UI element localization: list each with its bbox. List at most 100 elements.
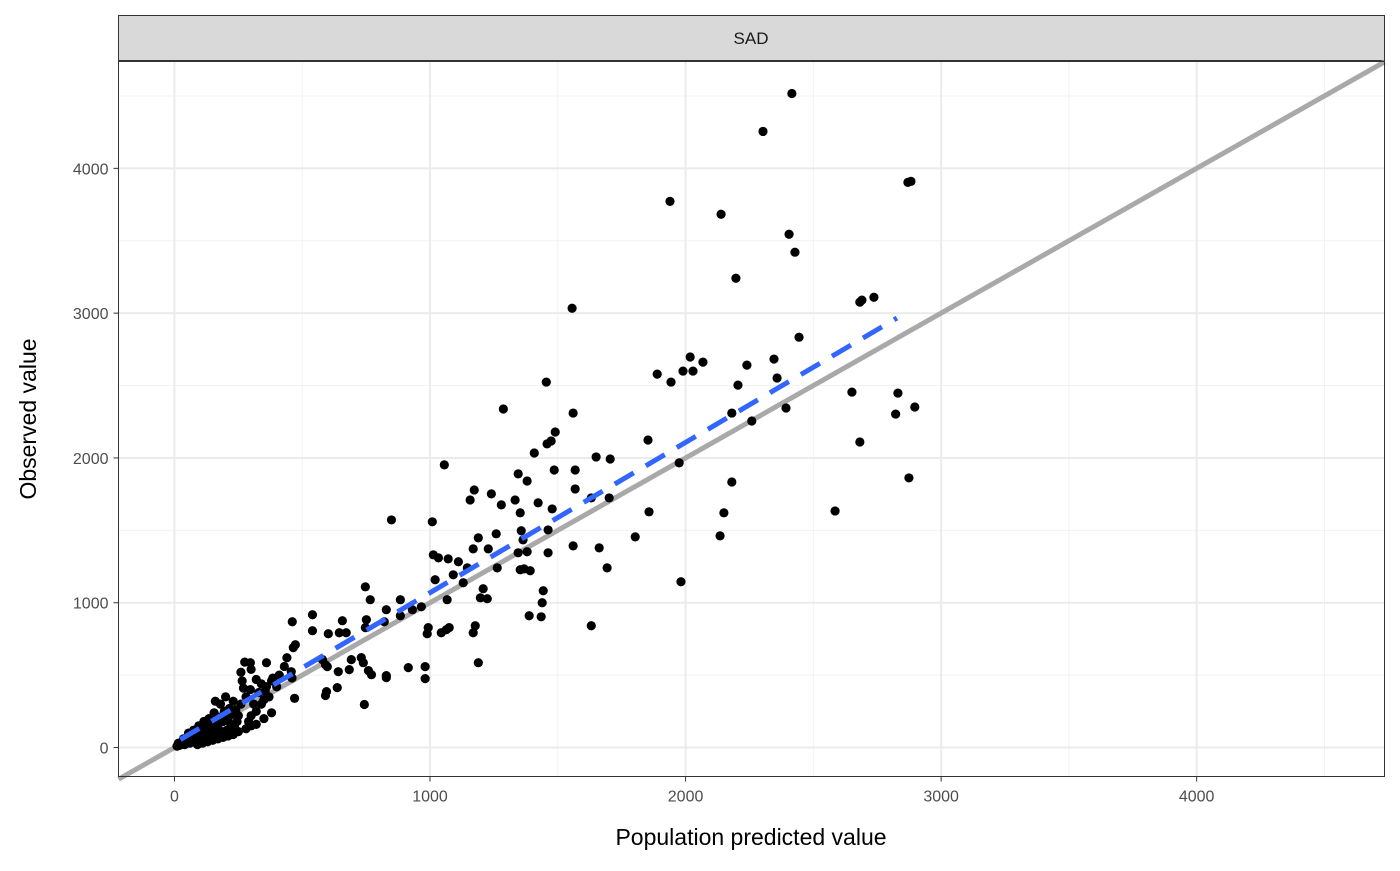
data-point <box>236 667 246 677</box>
data-point <box>407 605 417 615</box>
data-point <box>522 476 532 486</box>
data-point <box>855 437 865 447</box>
data-point <box>491 529 501 539</box>
data-point <box>246 664 256 674</box>
y-tick-label: 1000 <box>73 596 109 613</box>
data-point <box>510 495 520 505</box>
data-point <box>249 699 259 709</box>
data-point <box>386 515 397 525</box>
data-point <box>567 303 577 313</box>
y-axis-label: Observed value <box>15 338 41 499</box>
data-point <box>465 495 475 505</box>
data-point <box>241 724 251 734</box>
data-point <box>361 615 371 625</box>
data-point <box>448 570 458 580</box>
data-point <box>341 628 351 638</box>
grid-lines <box>118 61 1385 777</box>
data-point <box>784 229 794 239</box>
data-point <box>483 544 493 554</box>
data-point <box>307 626 318 636</box>
data-point <box>855 297 865 307</box>
data-point <box>869 292 879 302</box>
data-point <box>513 469 523 479</box>
data-point <box>830 506 840 516</box>
data-point <box>591 452 601 462</box>
data-point <box>674 458 684 468</box>
data-point <box>604 493 614 503</box>
data-point <box>433 553 444 563</box>
data-point <box>516 526 526 536</box>
data-point <box>430 575 440 585</box>
data-point <box>538 586 548 596</box>
data-point <box>570 484 580 494</box>
data-point <box>492 563 502 573</box>
data-point <box>543 525 553 535</box>
data-point <box>794 332 804 342</box>
data-point <box>594 543 604 553</box>
data-point <box>333 667 343 677</box>
x-tick-label: 3000 <box>923 789 959 806</box>
data-point <box>537 598 547 608</box>
data-point <box>698 357 708 367</box>
data-point <box>443 554 453 564</box>
x-tick-label: 0 <box>170 789 179 806</box>
data-point <box>478 584 488 594</box>
data-point <box>769 354 779 364</box>
data-point <box>422 629 432 639</box>
data-point <box>475 593 485 603</box>
data-point <box>486 489 496 499</box>
data-point <box>685 352 695 362</box>
data-point <box>337 616 347 626</box>
data-point <box>731 273 741 283</box>
data-point <box>513 548 523 558</box>
data-point <box>727 477 737 487</box>
data-point <box>358 658 368 668</box>
data-points <box>172 88 920 751</box>
data-point <box>519 564 529 574</box>
data-point <box>570 465 580 475</box>
data-point <box>395 611 405 621</box>
data-point <box>644 507 654 517</box>
y-tick-label: 3000 <box>73 306 109 323</box>
data-point <box>261 658 272 668</box>
data-point <box>676 577 686 587</box>
data-point <box>420 674 430 684</box>
data-point <box>781 403 791 413</box>
data-point <box>547 504 557 514</box>
data-point <box>282 653 292 663</box>
data-point <box>468 628 478 638</box>
y-tick-label: 0 <box>100 741 109 758</box>
data-point <box>542 439 552 449</box>
data-point <box>366 670 377 680</box>
data-point <box>533 498 543 508</box>
data-point <box>279 661 289 672</box>
data-point <box>772 373 782 383</box>
data-point <box>172 741 182 751</box>
data-point <box>529 448 539 458</box>
data-point <box>733 380 743 390</box>
data-point <box>906 176 916 186</box>
data-point <box>439 460 449 470</box>
data-point <box>568 541 578 551</box>
data-point <box>395 595 405 605</box>
data-point <box>904 473 914 483</box>
data-point <box>550 427 560 437</box>
data-point <box>256 679 266 689</box>
x-tick-label: 4000 <box>1179 789 1215 806</box>
data-point <box>289 693 300 703</box>
data-point <box>228 696 238 706</box>
data-point <box>360 582 370 592</box>
data-point <box>240 657 250 667</box>
data-point <box>192 740 203 750</box>
data-point <box>665 196 675 206</box>
data-point <box>245 685 255 695</box>
data-point <box>210 696 220 706</box>
data-point <box>469 485 479 495</box>
fit-line <box>179 315 899 742</box>
data-point <box>787 88 797 99</box>
data-point <box>630 532 640 542</box>
data-point <box>458 578 468 588</box>
data-point <box>332 682 342 693</box>
data-point <box>536 612 546 622</box>
data-point <box>549 465 559 475</box>
